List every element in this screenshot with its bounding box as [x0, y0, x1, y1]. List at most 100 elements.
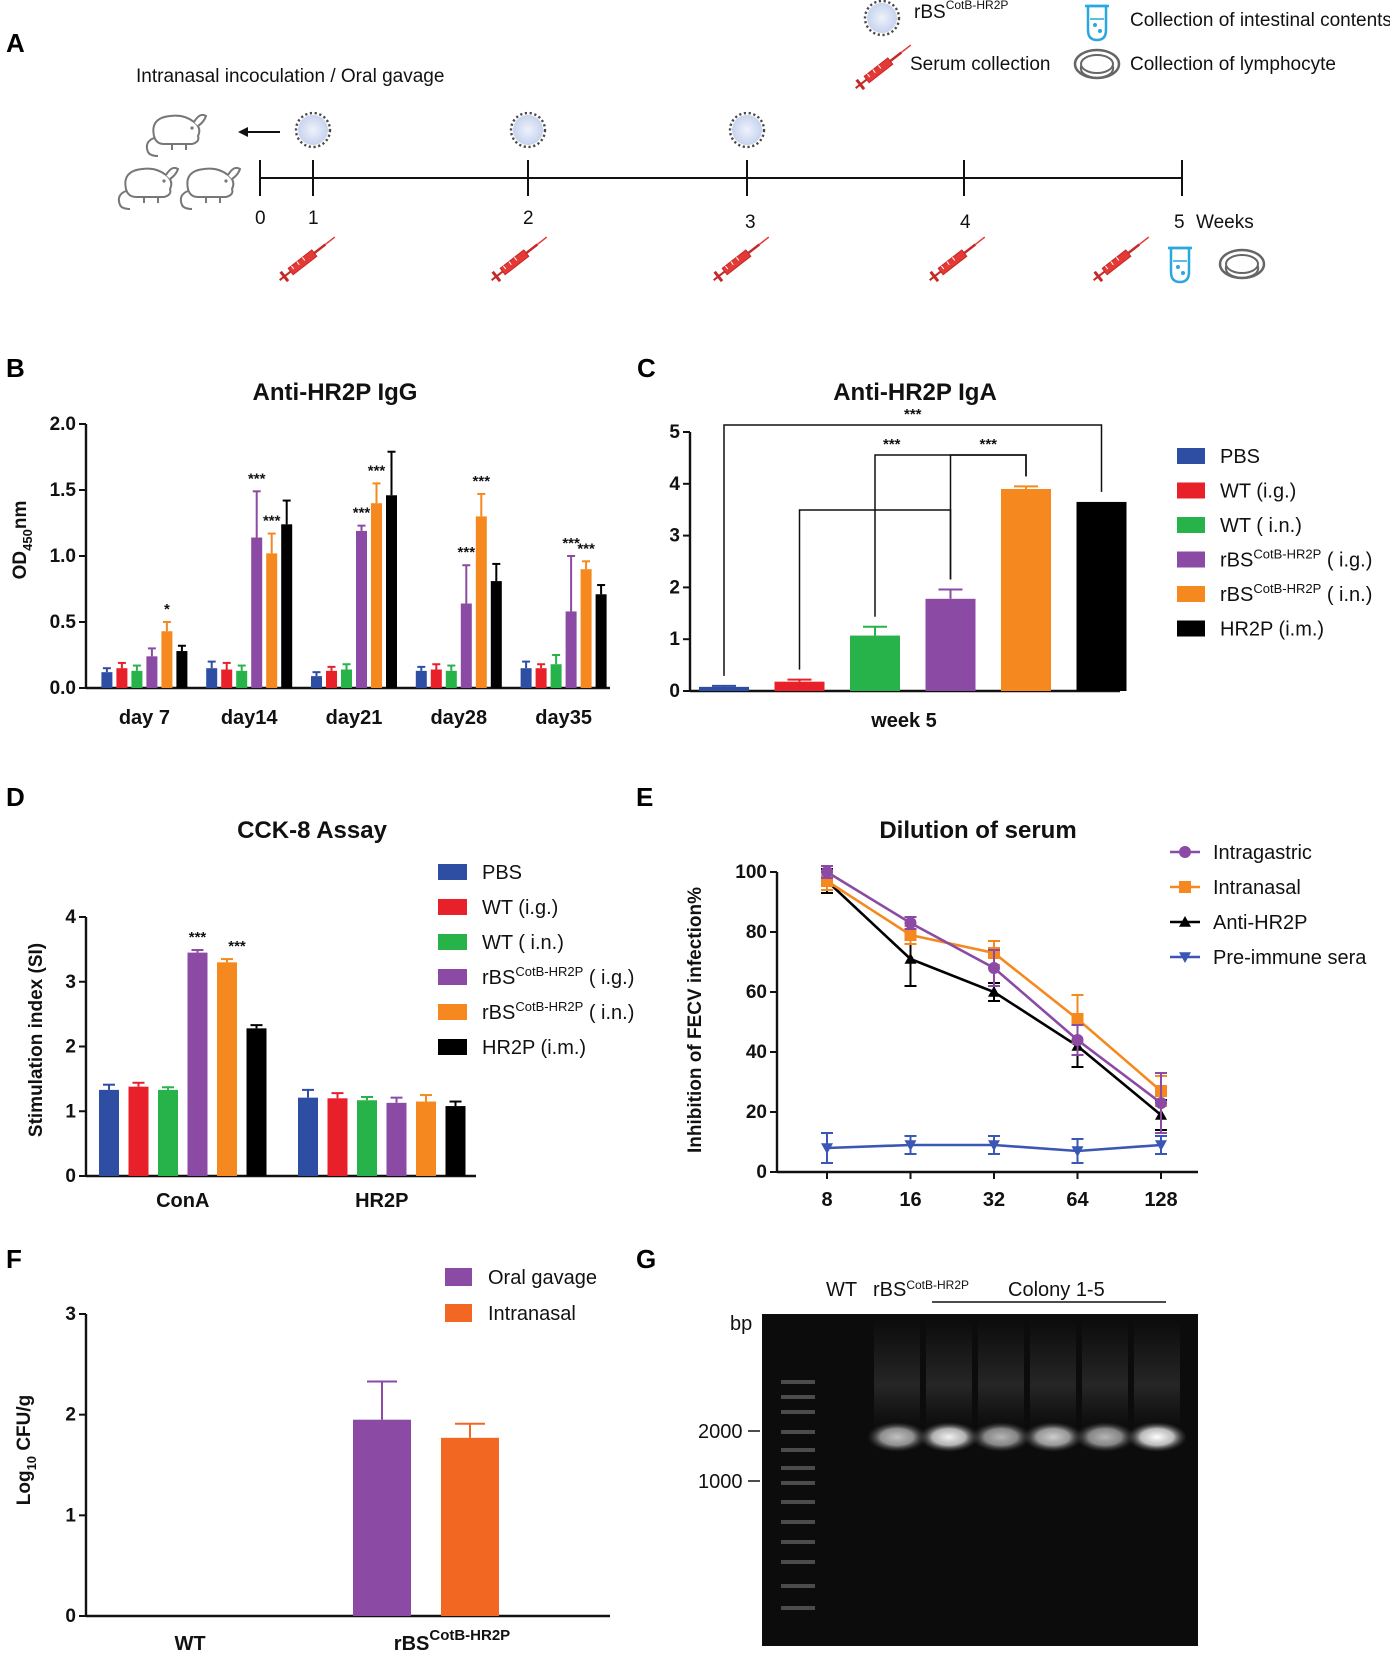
chart-b-plot: 0.0 0.5 1.0 1.5 2.0 day 7 day14 day21 day28 day35…	[50, 414, 610, 729]
dna-band	[1075, 1422, 1135, 1452]
legend-label: Intranasal	[1213, 877, 1301, 899]
time-unit-label: Weeks	[1196, 212, 1254, 233]
legend-swatch	[1177, 517, 1205, 533]
x-tick-label: 128	[1144, 1189, 1177, 1211]
syringe-icon	[850, 38, 916, 95]
bar	[206, 668, 218, 688]
y-tick-label: 80	[746, 922, 767, 943]
legend-label: PBS	[482, 862, 522, 884]
syringe-icon	[924, 230, 990, 287]
significance-label: ***	[904, 406, 922, 423]
lane-smear	[874, 1320, 920, 1430]
data-point	[988, 1140, 1000, 1151]
bar	[445, 670, 457, 688]
bar	[101, 672, 113, 688]
panel-g: G WT rBSCotB-HR2P Colony 1-5 bp 2000 100…	[636, 1244, 1198, 1646]
ladder-band	[781, 1430, 815, 1434]
chart-d-plot: 0 1 2 3 4 ConA HR2P *** ***	[65, 907, 476, 1212]
arrow-left-icon	[238, 127, 280, 137]
data-point	[1179, 952, 1191, 963]
data-point	[904, 1140, 917, 1151]
bar	[565, 611, 577, 688]
x-tick-label: 32	[983, 1189, 1005, 1211]
x-tick-label: day35	[535, 707, 592, 729]
x-tick-label: day 7	[119, 707, 170, 729]
significance-label: ***	[577, 540, 595, 557]
significance-label: ***	[368, 462, 386, 479]
ladder-band	[781, 1380, 815, 1384]
legend-swatch	[1177, 551, 1205, 568]
bar	[774, 681, 825, 691]
y-tick-label: 100	[735, 862, 767, 883]
bar	[341, 669, 352, 688]
ladder-band	[781, 1606, 815, 1610]
chart-title: Anti-HR2P IgG	[253, 379, 418, 406]
bar	[146, 656, 158, 688]
chart-e-plot: 0 20 40 60 80 100 8 16 32 64 128	[735, 862, 1198, 1211]
panel-d: D CCK-8 Assay Stimulation index (SI) 0 1 2…	[6, 782, 634, 1212]
legend-label: WT (i.g.)	[1220, 481, 1296, 503]
lane-smear	[978, 1320, 1024, 1430]
legend-label: rBSCotB-HR2P ( i.g.)	[1220, 547, 1372, 572]
y-tick-label: 1.5	[50, 480, 77, 501]
x-tick-label: 16	[899, 1189, 921, 1211]
legend-strain-label: rBSCotB-HR2P	[914, 0, 1008, 23]
bar	[490, 581, 502, 688]
ladder-band	[781, 1560, 815, 1564]
dna-band	[1127, 1422, 1187, 1452]
significance-label: ***	[458, 544, 476, 561]
legend-label: rBSCotB-HR2P ( i.n.)	[1220, 581, 1372, 606]
bar	[161, 631, 173, 688]
data-point	[988, 986, 1000, 997]
dna-band	[1023, 1422, 1083, 1452]
panel-label-c: C	[637, 353, 656, 383]
data-point	[988, 962, 1000, 974]
bar	[281, 524, 293, 688]
spore-icon	[863, 0, 901, 37]
bar	[158, 1089, 178, 1176]
y-tick-label: 0	[65, 1166, 76, 1187]
chart-title: CCK-8 Assay	[237, 817, 387, 844]
bar	[1001, 488, 1051, 691]
y-tick-label: 1	[669, 629, 680, 650]
panel-f: F Log10 CFU/g 0 1 2 3 Oral gavage Intranasal…	[6, 1244, 610, 1653]
spore-icon	[294, 111, 332, 149]
timeline	[259, 160, 1183, 196]
x-tick-label: day21	[326, 707, 383, 729]
gel-lanes	[781, 1320, 1187, 1610]
x-tick-label: day28	[430, 707, 487, 729]
legend-intestinal-label: Collection of intestinal contents	[1130, 10, 1390, 31]
legend-label: Pre-immune sera	[1213, 947, 1367, 969]
bar	[371, 503, 382, 688]
ladder-band	[781, 1500, 815, 1504]
significance-label: ***	[353, 505, 371, 522]
y-tick-label: 1	[65, 1505, 76, 1526]
panel-e: E Dilution of serum Inhibition of FECV i…	[636, 782, 1367, 1211]
bar	[246, 1028, 267, 1176]
chart-title: Anti-HR2P IgA	[833, 379, 997, 406]
legend-swatch	[438, 934, 467, 950]
data-point	[1155, 1097, 1167, 1109]
legend-serum-label: Serum collection	[910, 54, 1050, 75]
lane-smear	[1134, 1320, 1180, 1430]
legend-swatch	[1177, 620, 1205, 637]
bar	[386, 495, 397, 688]
ladder-band	[781, 1584, 815, 1588]
bar	[187, 952, 208, 1176]
legend-swatch	[438, 969, 467, 985]
legend-label: WT (i.g.)	[482, 897, 558, 919]
significance-bracket	[723, 424, 1103, 676]
y-tick-label: 2	[669, 577, 680, 598]
bar	[217, 962, 237, 1176]
timepoint-label: 2	[523, 208, 534, 229]
y-tick-label: 1	[65, 1101, 76, 1122]
y-tick-label: 40	[746, 1042, 767, 1063]
bar	[326, 670, 337, 688]
legend-label: Intragastric	[1213, 842, 1312, 864]
lane-label-colony: Colony 1-5	[1008, 1279, 1105, 1301]
bar	[460, 603, 472, 688]
petri-dish-icon	[1218, 248, 1266, 280]
syringe-icon	[708, 230, 774, 287]
chart-title: Dilution of serum	[879, 817, 1076, 844]
group-legend: PBS WT (i.g.) WT ( i.n.) rBSCotB-HR2P ( i.g…	[438, 862, 634, 1059]
